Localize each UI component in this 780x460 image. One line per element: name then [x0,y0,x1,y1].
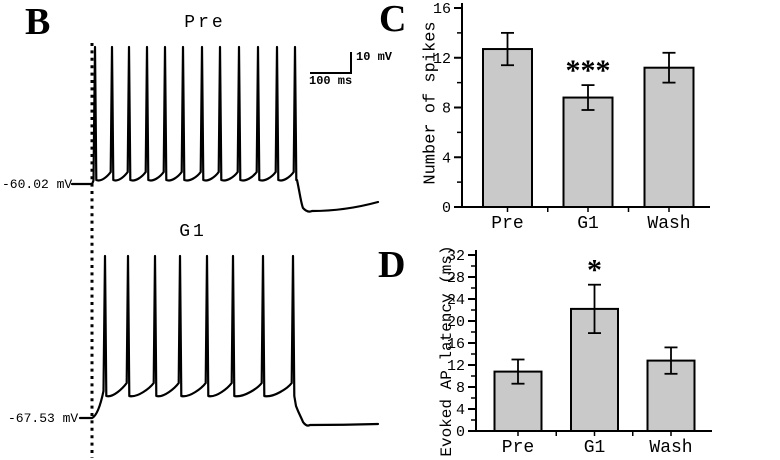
y-axis-title-latency: Evoked AP latency (ms) [438,245,456,457]
category-label-g1: G1 [584,438,606,458]
category-label-wash: Wash [647,214,690,234]
significance-label-g1: * [587,254,602,287]
significance-label-g1: *** [566,54,611,87]
y-tick-label: 28 [447,270,465,287]
panel-label-d: D [378,244,406,286]
voltage-trace-pre [70,45,380,213]
y-tick-label: 12 [433,51,451,68]
y-tick-label: 4 [442,150,451,167]
y-tick-label: 20 [447,314,465,331]
bar-g1 [562,96,614,208]
y-axis-title-spikes: Number of spikes [421,21,441,185]
voltage-trace-g1 [78,254,380,427]
category-label-wash: Wash [649,438,692,458]
panel-label-c: C [379,0,407,40]
y-tick-label: 24 [447,292,465,309]
y-tick-label: 0 [442,200,451,217]
y-tick-label: 8 [456,380,465,397]
category-label-pre: Pre [502,438,534,458]
trace-title-g1: G1 [179,222,207,242]
resting-potential-label-pre: -60.02 mV [2,177,73,192]
trace-title-pre: Pre [184,13,226,33]
y-tick-label: 16 [447,336,465,353]
y-tick-label: 16 [433,1,451,18]
category-label-g1: G1 [577,214,599,234]
y-tick-label: 8 [442,101,451,118]
y-tick-label: 4 [456,402,465,419]
category-label-pre: Pre [491,214,523,234]
scale-bar [310,52,352,74]
resting-potential-label-g1: -67.53 mV [8,411,79,426]
y-tick-label: 32 [447,248,465,265]
y-tick-label: 12 [447,358,465,375]
y-tick-label: 0 [456,424,465,441]
scalebar-time-label: 100 ms [309,74,353,88]
scalebar-voltage-label: 10 mV [356,50,393,64]
panel-label-b: B [25,1,51,43]
